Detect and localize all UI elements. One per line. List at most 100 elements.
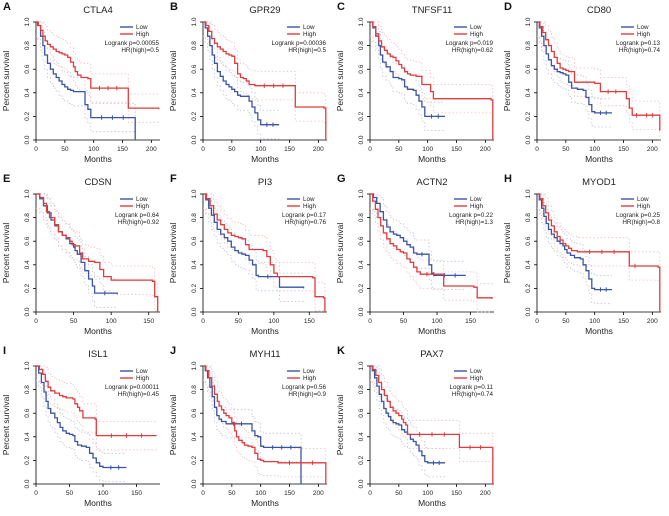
km-plot: GPR29 0 50 100 150 200 0.0 0.2 0.4 0.6 0.8 1.0 Month… — [168, 5, 327, 164]
panel-C: C TNFSF11 0 50 100 150 200 0.0 0.2 0.4 0.6 0.8 1.0 Mo… — [334, 0, 501, 172]
panel-letter: H — [504, 173, 512, 185]
legend-low-label: Low — [303, 24, 315, 31]
high-ci-lower — [36, 35, 160, 124]
y-tick-label: 0.2 — [358, 284, 365, 293]
y-tick-label: 0.6 — [191, 408, 198, 417]
panel-title: CD80 — [587, 5, 611, 16]
y-tick-label: 0.4 — [191, 432, 198, 441]
legend-high-label: High — [136, 203, 149, 210]
y-tick-label: 0.6 — [191, 236, 198, 245]
logrank-p-value: Logrank p=0.11 — [450, 384, 494, 391]
x-tick-label: 100 — [88, 146, 99, 153]
panel-A: A CTLA4 0 50 100 150 200 0.0 0.2 0.4 0.6 0.8 1.0 Mont… — [0, 0, 167, 172]
y-tick-label: 0.0 — [525, 307, 532, 316]
x-tick-label: 200 — [647, 318, 658, 325]
y-tick-label: 0.6 — [24, 64, 31, 73]
y-tick-label: 0.8 — [24, 385, 31, 394]
y-tick-label: 0.4 — [24, 88, 31, 97]
x-axis-label: Months — [418, 498, 446, 508]
x-axis-label: Months — [585, 326, 613, 336]
km-plot: CDSN 0 50 100 150 0.0 0.2 0.4 0.6 0.8 1.0 Months Per… — [1, 177, 160, 336]
y-tick-label: 0.4 — [358, 260, 365, 269]
logrank-p-value: Logrank p=0.00055 — [105, 40, 160, 47]
high-ci-upper — [203, 193, 326, 298]
y-tick-label: 0.6 — [24, 236, 31, 245]
y-tick-label: 0.8 — [191, 213, 198, 222]
y-tick-label: 0.2 — [358, 456, 365, 465]
km-plot: TNFSF11 0 50 100 150 200 0.0 0.2 0.4 0.6 0.8 1.0 Mon… — [335, 5, 494, 164]
high-ci-lower — [203, 207, 325, 313]
hazard-ratio: HR(high)=1.3 — [455, 219, 493, 226]
legend-low-label: Low — [136, 24, 148, 31]
km-plot: CD80 0 50 100 150 200 0.0 0.2 0.4 0.6 0.8 1.0 Months… — [502, 5, 661, 164]
panel-letter: F — [170, 173, 177, 185]
hazard-ratio: HR(high)=0.9 — [288, 391, 326, 398]
panel-letter: J — [170, 345, 177, 357]
panel-title: ACTN2 — [416, 177, 447, 188]
high-curve — [370, 193, 493, 299]
high-curve — [370, 365, 494, 484]
high-ci-upper — [537, 193, 661, 298]
legend-high-label: High — [637, 31, 650, 38]
y-tick-label: 1.0 — [358, 361, 365, 370]
x-tick-label: 150 — [451, 146, 462, 153]
panel-B: B GPR29 0 50 100 150 200 0.0 0.2 0.4 0.6 0.8 1.0 Mont… — [167, 0, 334, 172]
panel-letter: C — [337, 1, 345, 13]
y-tick-label: 0.4 — [24, 260, 31, 269]
low-ci-lower — [537, 207, 612, 305]
y-tick-label: 0.0 — [191, 135, 198, 144]
high-ci-upper — [36, 21, 160, 96]
y-tick-label: 0.4 — [358, 432, 365, 441]
panel-letter: D — [504, 1, 512, 13]
high-curve — [537, 193, 661, 312]
high-ci-upper — [36, 365, 157, 422]
y-tick-label: 0.0 — [191, 479, 198, 488]
low-ci-lower — [370, 207, 466, 290]
y-tick-label: 0.6 — [358, 408, 365, 417]
low-ci-upper — [370, 193, 466, 262]
x-axis-label: Months — [84, 498, 112, 508]
x-tick-label: 100 — [106, 318, 117, 325]
x-tick-label: 0 — [368, 146, 372, 153]
y-tick-label: 0.2 — [191, 456, 198, 465]
low-ci-upper — [370, 365, 445, 449]
y-tick-label: 0.0 — [525, 135, 532, 144]
high-ci-upper — [36, 193, 159, 298]
logrank-p-value: Logrank p=0.13 — [616, 40, 660, 47]
x-tick-label: 200 — [647, 146, 658, 153]
x-tick-label: 200 — [313, 146, 324, 153]
panel-letter: K — [337, 345, 345, 357]
y-tick-label: 0.4 — [358, 88, 365, 97]
y-tick-label: 1.0 — [24, 189, 31, 198]
panel-letter: E — [3, 173, 11, 185]
low-ci-upper — [537, 193, 612, 276]
legend-high-label: High — [470, 31, 483, 38]
y-tick-label: 0.2 — [191, 112, 198, 121]
y-tick-label: 0.8 — [358, 213, 365, 222]
x-tick-label: 150 — [618, 318, 629, 325]
panel-E: E CDSN 0 50 100 150 0.0 0.2 0.4 0.6 0.8 1.0 Months Pe… — [0, 172, 167, 344]
panel-title: CTLA4 — [83, 5, 113, 16]
y-axis-label: Percent survival — [168, 51, 178, 112]
high-curve — [370, 21, 494, 140]
y-tick-label: 0.2 — [525, 284, 532, 293]
panel-letter: A — [3, 1, 11, 13]
x-tick-label: 0 — [368, 490, 372, 497]
y-tick-label: 0.4 — [191, 88, 198, 97]
x-tick-label: 0 — [535, 318, 539, 325]
low-ci-upper — [36, 365, 127, 454]
panel-K: K PAX7 0 50 100 150 200 0.0 0.2 0.4 0.6 0.8 1.0 Month… — [334, 344, 501, 516]
low-ci-lower — [36, 35, 136, 140]
y-tick-label: 0.0 — [358, 307, 365, 316]
x-tick-label: 100 — [589, 318, 600, 325]
low-curve — [36, 21, 136, 140]
panel-D: D CD80 0 50 100 150 200 0.0 0.2 0.4 0.6 0.8 1.0 Month… — [501, 0, 668, 172]
panel-title: PAX7 — [420, 349, 444, 360]
y-tick-label: 0.6 — [24, 408, 31, 417]
legend-low-label: Low — [470, 368, 482, 375]
y-tick-label: 1.0 — [525, 17, 532, 26]
y-axis-label: Percent survival — [1, 395, 11, 456]
low-curve — [203, 365, 302, 484]
y-tick-label: 0.0 — [24, 479, 31, 488]
